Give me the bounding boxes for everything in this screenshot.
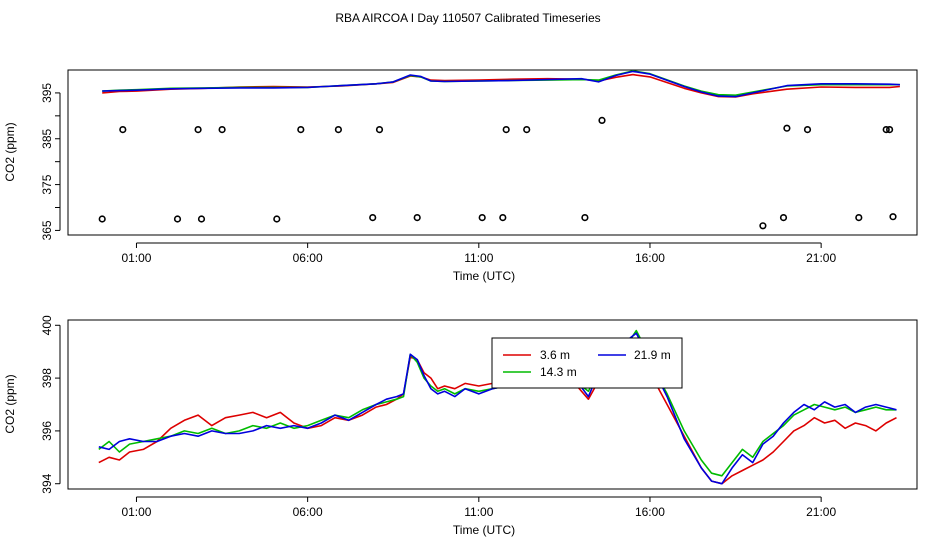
- top-x-tick-label: 01:00: [121, 251, 151, 265]
- top-y-tick-label: 365: [40, 220, 54, 240]
- top-x-tick-label: 21:00: [806, 251, 836, 265]
- top-plot-frame: [68, 70, 917, 235]
- legend-label-21-9m: 21.9 m: [634, 348, 671, 362]
- top-calibration-point: [500, 215, 506, 221]
- top-calibration-point: [195, 127, 201, 133]
- top-y-axis: 365 375 385 395: [40, 83, 60, 241]
- top-calibration-point: [274, 216, 280, 222]
- top-calibration-point: [781, 215, 787, 221]
- bottom-x-tick-label: 01:00: [121, 505, 151, 519]
- top-panel: 01:00 06:00 11:00 16:00 21:00 365 375 385 395 T…: [3, 70, 917, 283]
- legend-label-3-6m: 3.6 m: [540, 348, 570, 362]
- legend-box: [492, 338, 682, 388]
- legend: 3.6 m 14.3 m 21.9 m: [492, 338, 682, 388]
- top-calibration-point: [414, 215, 420, 221]
- top-calibration-point: [120, 127, 126, 133]
- bottom-y-tick-label: 400: [40, 315, 54, 335]
- bottom-x-tick-label: 06:00: [293, 505, 323, 519]
- top-calibration-point: [760, 223, 766, 229]
- chart-figure: RBA AIRCOA I Day 110507 Calibrated Times…: [0, 0, 936, 540]
- top-calibration-point: [199, 216, 205, 222]
- top-series-3-6-mline: [102, 75, 900, 97]
- bottom-y-tick-label: 398: [40, 368, 54, 388]
- top-y-tick-label: 395: [40, 83, 54, 103]
- bottom-y-axis-title: CO2 (ppm): [3, 374, 17, 433]
- top-calibration-point: [524, 127, 530, 133]
- bottom-x-axis-title: Time (UTC): [453, 523, 515, 537]
- top-calibration-point: [370, 215, 376, 221]
- top-calibration-point: [175, 216, 181, 222]
- chart-canvas: RBA AIRCOA I Day 110507 Calibrated Times…: [0, 0, 936, 540]
- top-calibration-point: [856, 215, 862, 221]
- top-calibration-point: [298, 127, 304, 133]
- top-calibration-points: [99, 118, 895, 229]
- bottom-x-tick-label: 16:00: [635, 505, 665, 519]
- bottom-x-tick-label: 11:00: [464, 505, 493, 519]
- legend-label-14-3m: 14.3 m: [540, 365, 577, 379]
- top-calibration-point: [99, 216, 105, 222]
- top-series-14-3-mline: [102, 71, 900, 95]
- top-y-axis-title: CO2 (ppm): [3, 122, 17, 181]
- top-calibration-point: [377, 127, 383, 133]
- top-series-21-9-mline: [102, 71, 900, 96]
- top-calibration-point: [582, 215, 588, 221]
- top-y-tick-label: 385: [40, 128, 54, 148]
- top-x-axis-title: Time (UTC): [453, 269, 515, 283]
- top-calibration-point: [784, 125, 790, 131]
- top-x-tick-label: 16:00: [635, 251, 665, 265]
- bottom-panel: 01:00 06:00 11:00 16:00 21:00 394 396 398 400 T…: [3, 315, 917, 537]
- top-calibration-point: [805, 127, 811, 133]
- top-calibration-point: [479, 215, 485, 221]
- top-calibration-point: [503, 127, 509, 133]
- bottom-x-axis: 01:00 06:00 11:00 16:00 21:00: [121, 497, 836, 519]
- bottom-x-tick-label: 21:00: [806, 505, 836, 519]
- top-series-group: [102, 71, 900, 97]
- top-calibration-point: [336, 127, 342, 133]
- bottom-y-tick-label: 394: [40, 473, 54, 493]
- top-calibration-point: [219, 127, 225, 133]
- top-x-tick-label: 06:00: [293, 251, 323, 265]
- top-calibration-point: [890, 214, 896, 220]
- top-y-tick-label: 375: [40, 174, 54, 194]
- bottom-y-tick-label: 396: [40, 421, 54, 441]
- bottom-y-axis: 394 396 398 400: [40, 315, 60, 494]
- chart-title: RBA AIRCOA I Day 110507 Calibrated Times…: [335, 11, 600, 25]
- top-x-axis: 01:00 06:00 11:00 16:00 21:00: [121, 243, 836, 265]
- top-x-tick-label: 11:00: [464, 251, 493, 265]
- top-calibration-point: [599, 118, 605, 124]
